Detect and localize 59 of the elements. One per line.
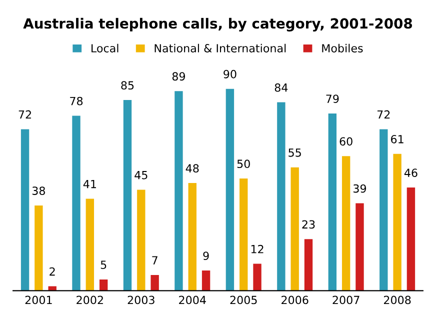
legend-label: Local	[92, 44, 118, 52]
data-label: 39	[354, 184, 366, 193]
bar	[328, 114, 337, 291]
data-label: 45	[134, 171, 148, 180]
data-label: 90	[224, 70, 236, 78]
x-tick-label: 2005	[230, 296, 257, 304]
bar	[34, 205, 43, 291]
bar	[290, 167, 299, 291]
data-label: 12	[251, 244, 264, 254]
x-tick-label: 2003	[128, 296, 154, 304]
bar	[356, 203, 364, 291]
bar	[226, 88, 234, 291]
x-tick-label: 2002	[76, 296, 103, 304]
data-label: 60	[340, 137, 352, 146]
data-label: 72	[377, 110, 390, 119]
bar	[406, 188, 416, 291]
legend-label: Mobiles	[322, 44, 363, 52]
bar	[380, 129, 388, 291]
data-label: 79	[326, 94, 339, 104]
bar	[240, 178, 248, 291]
data-label: 5	[100, 260, 106, 269]
data-label: 7	[152, 256, 158, 264]
data-label: 89	[172, 72, 186, 81]
bar	[137, 190, 146, 291]
bar	[253, 264, 262, 291]
bar	[393, 154, 402, 291]
chart-title: Australia telephone calls, by category, 2001-2008	[23, 18, 412, 32]
bar	[174, 91, 183, 291]
data-label: 72	[18, 110, 31, 119]
data-label: 84	[274, 83, 288, 92]
data-label: 50	[237, 160, 250, 168]
bar	[304, 239, 313, 291]
data-label: 48	[186, 164, 199, 173]
data-label: 38	[32, 186, 46, 195]
bar	[342, 156, 350, 291]
bar	[150, 275, 159, 291]
bar	[99, 279, 108, 291]
x-tick-label: 2008	[384, 296, 411, 304]
x-tick-label: 2007	[332, 296, 360, 304]
bar	[86, 198, 94, 291]
data-label: 2	[50, 267, 55, 276]
data-label: 85	[121, 81, 134, 90]
data-label: 23	[302, 220, 315, 229]
x-tick-label: 2001	[25, 296, 52, 304]
x-tick-label: 2004	[179, 296, 206, 304]
data-label: 41	[83, 180, 96, 188]
bar	[188, 183, 196, 291]
legend-label: National & International	[154, 44, 286, 52]
data-label: 61	[391, 134, 404, 144]
bar	[277, 102, 286, 291]
bar	[123, 100, 132, 291]
data-label: 9	[203, 252, 209, 260]
bar	[20, 129, 30, 291]
data-label: 78	[70, 96, 83, 106]
bar	[72, 116, 80, 291]
data-label: 55	[288, 148, 301, 157]
x-tick-label: 2006	[282, 296, 308, 304]
bar	[202, 270, 210, 291]
data-label: 46	[404, 168, 418, 178]
